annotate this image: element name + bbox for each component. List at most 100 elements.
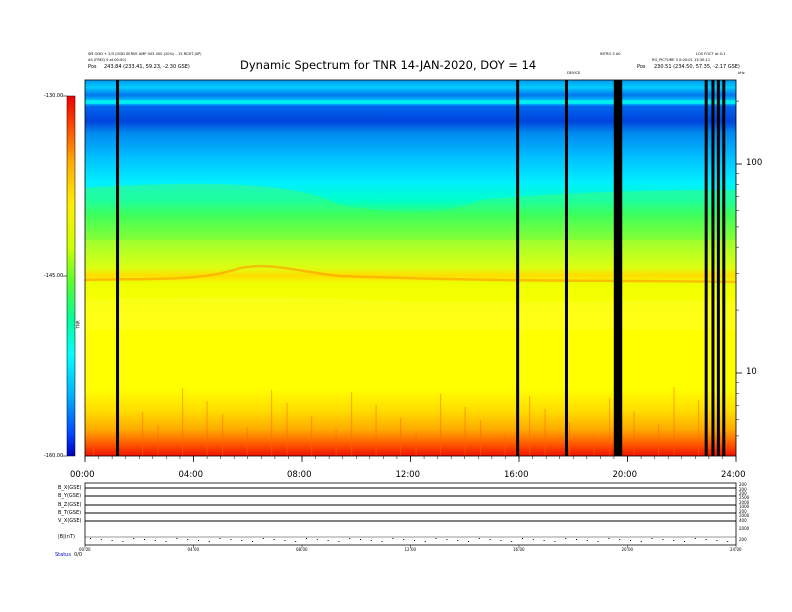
panel-dot (651, 538, 653, 539)
panel-dot (392, 538, 394, 539)
panel-dot (187, 539, 189, 540)
panel-dot (414, 540, 415, 541)
burst-streak (286, 403, 288, 456)
panel-dot (727, 541, 729, 542)
burst-streak (544, 409, 546, 456)
data-gap (615, 80, 621, 456)
burst-streak (464, 407, 466, 456)
panel-dot (576, 539, 577, 540)
panel-right-tick-label: 200 (739, 487, 747, 492)
panel-dot (338, 541, 340, 542)
panel-dot (154, 540, 156, 541)
lower-panels-frame (84, 482, 737, 546)
panel-dot (262, 538, 264, 539)
panel-dot (316, 539, 318, 540)
panel-dot (424, 541, 426, 542)
panel-dot (468, 541, 469, 542)
panel-x-tick-label: 24:00 (730, 547, 742, 552)
panel-dot (522, 538, 523, 539)
panel-dot (144, 539, 145, 540)
panel-dot (198, 540, 199, 541)
panel-right-tick-label: 2500 (739, 495, 750, 500)
data-gap (704, 80, 708, 456)
panel-dot (446, 539, 448, 540)
data-gap (722, 80, 726, 456)
panel-dot (230, 539, 232, 540)
data-gap (116, 80, 120, 456)
burst-streak (400, 418, 402, 456)
panel-right-tick-label: 2000 (739, 513, 750, 518)
panel-label: B_X(GSE) (58, 485, 82, 491)
panel-dot (90, 538, 91, 539)
colorbar-ticks (63, 95, 67, 457)
panel-right-tick-label: 200 (739, 537, 747, 542)
panel-dot (370, 540, 372, 541)
header-mid-label: DEVICE (567, 71, 581, 75)
x-tick-label: 16:00 (504, 470, 529, 480)
panel-dot (273, 539, 275, 540)
burst-streak (182, 388, 184, 456)
panel-dot (176, 538, 178, 539)
panel-dot (662, 539, 664, 540)
panel-dot (122, 541, 124, 542)
panel-dot (597, 541, 599, 542)
bright-band (85, 100, 736, 104)
burst-streak (569, 422, 571, 456)
header-left-line-2: AS (FREQ 0 at 00:00) (88, 58, 127, 62)
panel-x-tick-label: 00:00 (79, 547, 91, 552)
panel-dot (295, 541, 297, 542)
panel-dot (543, 540, 545, 541)
y-tick-label: 100 (746, 158, 763, 168)
header-left-pos-value: 243.84 (233.41, 59.23, -2.30 GSE) (104, 64, 190, 70)
panel-label: B_Y(GSE) (58, 493, 82, 499)
panel-dot (511, 541, 513, 542)
x-tick-label: 08:00 (287, 470, 312, 480)
panel-right-tick-label: 2000 (739, 500, 750, 505)
orange-line (84, 264, 737, 284)
panel-dot (111, 540, 113, 541)
y-tick-label: 10 (746, 367, 757, 377)
status-value: 0/0 (74, 552, 83, 558)
data-gap (516, 80, 520, 456)
panel-x-tick-label: 04:00 (187, 547, 200, 552)
burst-streak (222, 414, 224, 456)
yellow-haze (85, 297, 736, 330)
panel-dot (133, 538, 135, 539)
panel-dot (435, 538, 437, 539)
x-tick-label: 24:00 (721, 470, 746, 480)
burst-streak (673, 387, 675, 456)
panel-dot (327, 540, 329, 541)
panel-label: B_Z(GSE) (58, 502, 82, 508)
burst-streak (440, 394, 442, 456)
status-label: Status (55, 552, 71, 558)
panel-dot (241, 540, 243, 541)
colorbar-label: TNR (75, 320, 81, 329)
chart-title: Dynamic Spectrum for TNR 14-JAN-2020, DO… (240, 58, 537, 72)
burst-streak (529, 396, 531, 456)
burst-streak (658, 424, 660, 456)
panel-dot (684, 541, 685, 542)
corner-unit-label: kHz (738, 71, 745, 75)
panel-right-tick-label: 200 (739, 509, 747, 514)
header-right-line-a: INTRO 3 A0 (600, 52, 621, 56)
panel-dot (565, 538, 567, 539)
panel-lines (85, 487, 736, 542)
panel-dot (630, 540, 631, 541)
spectrogram (85, 80, 736, 456)
x-tick-label: 20:00 (612, 470, 638, 480)
panel-x-tick-label: 08:00 (296, 547, 308, 552)
panel-x-tick-label: 16:00 (513, 547, 525, 552)
data-gap (564, 80, 568, 456)
burst-streak (609, 398, 611, 456)
burst-streak (415, 431, 417, 456)
panel-dot (381, 541, 383, 542)
colorbar-tick-label: -130.00 (44, 93, 64, 99)
header-left-line-1: SM ODD + 2/3 (ODD SERVE AMP 003 000 (20%… (88, 52, 202, 56)
y-axis-ticks (736, 100, 742, 437)
panel-dot (619, 539, 621, 540)
burst-streak (593, 435, 595, 456)
burst-streak (157, 425, 159, 456)
x-tick-label: 04:00 (178, 470, 204, 480)
burst-streak (480, 420, 482, 456)
